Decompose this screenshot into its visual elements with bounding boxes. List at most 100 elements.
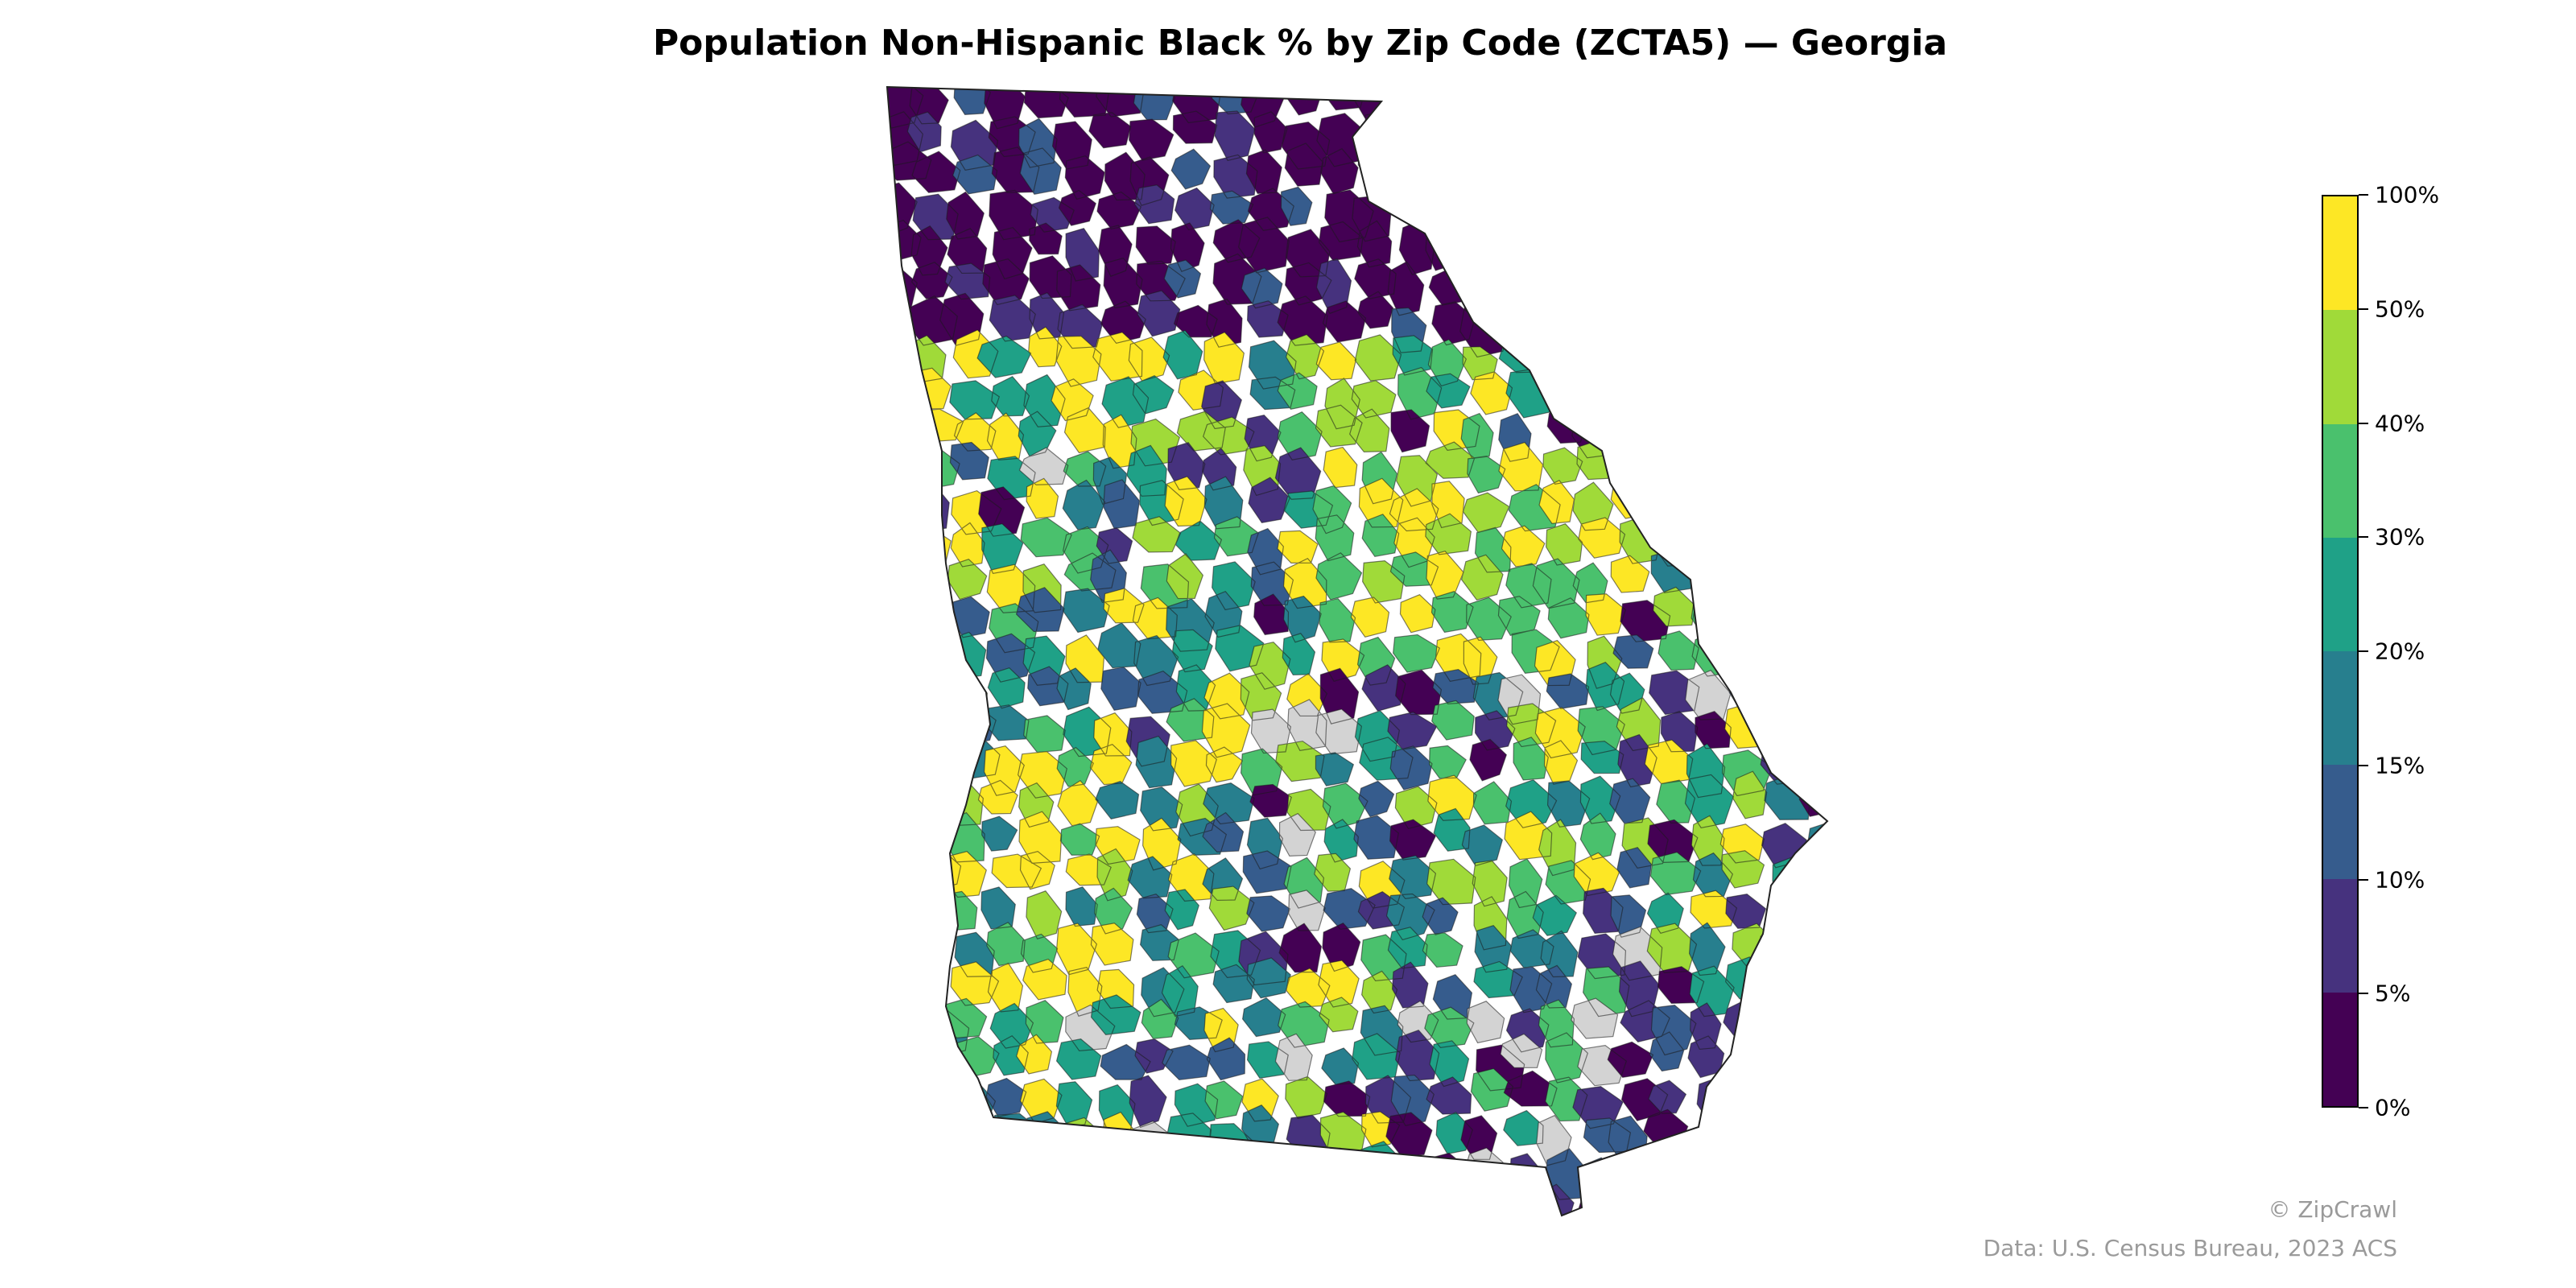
zip-region: [1721, 480, 1758, 530]
zip-boundary: [1354, 258, 1397, 299]
zip-region: [1729, 1080, 1777, 1129]
zip-region: [1352, 1033, 1401, 1080]
zip-boundary: [1722, 1111, 1760, 1154]
zip-region: [887, 964, 914, 1010]
zip-region: [1836, 307, 1873, 340]
zip-boundary: [1322, 300, 1367, 343]
zip-boundary: [1063, 526, 1109, 574]
zip-region: [1030, 292, 1064, 339]
zip-boundary: [887, 822, 912, 873]
zip-boundary: [1729, 1045, 1775, 1083]
zip-region: [1764, 1005, 1802, 1052]
zip-boundary: [1100, 1043, 1151, 1080]
zip-region: [1355, 334, 1402, 382]
zip-region: [1546, 266, 1589, 320]
zip-region: [1277, 530, 1318, 564]
zip-region: [1137, 894, 1174, 933]
zip-boundary: [906, 668, 959, 721]
zip-boundary: [1361, 1111, 1401, 1148]
zip-boundary: [1544, 217, 1582, 266]
zip-boundary: [1319, 667, 1360, 724]
zip-boundary: [1422, 932, 1463, 968]
zip-boundary: [1324, 378, 1360, 430]
zip-region: [1579, 179, 1620, 220]
state-outline: [886, 85, 1829, 1217]
zip-boundary: [1171, 629, 1213, 673]
zip-boundary: [1096, 87, 1145, 118]
zip-region: [915, 888, 955, 925]
zip-boundary: [1247, 188, 1294, 231]
zip-region: [1613, 634, 1653, 669]
zip-boundary: [1238, 931, 1289, 986]
zip-region: [1213, 964, 1255, 1003]
zip-boundary: [1801, 265, 1827, 315]
zip-boundary: [1426, 1076, 1472, 1115]
zip-boundary: [1312, 485, 1352, 535]
zip-boundary: [989, 1002, 1034, 1049]
colorbar-bin-6: [2323, 310, 2357, 424]
zip-boundary: [887, 486, 917, 524]
zip-region: [1427, 775, 1477, 821]
zip-region: [1548, 305, 1584, 350]
colorbar-tick-label: 30%: [2375, 523, 2425, 551]
zip-boundary: [1838, 487, 1877, 527]
zip-boundary: [1610, 555, 1650, 593]
zip-region: [1214, 516, 1259, 556]
zip-boundary: [1241, 997, 1286, 1038]
zip-region: [1091, 994, 1141, 1035]
zip-boundary: [1833, 675, 1868, 726]
zip-boundary: [984, 1147, 1029, 1195]
zip-region: [1134, 184, 1174, 224]
zip-region: [1834, 257, 1873, 296]
zip-region: [1316, 341, 1356, 380]
zip-boundary: [1470, 225, 1519, 267]
zip-boundary: [1547, 597, 1590, 639]
zip-boundary: [1651, 415, 1691, 461]
zip-boundary: [1395, 455, 1439, 507]
zip-boundary: [1460, 1115, 1498, 1160]
zip-boundary: [1650, 1004, 1697, 1056]
zip-region: [1387, 712, 1437, 749]
zip-region: [1732, 923, 1777, 966]
zip-boundary: [1611, 87, 1650, 138]
zip-region: [1213, 155, 1257, 199]
zip-boundary: [1732, 770, 1768, 819]
zip-boundary: [1166, 553, 1204, 600]
zip-region: [981, 523, 1023, 574]
zip-boundary: [1542, 447, 1583, 485]
zip-region: [887, 893, 912, 929]
zip-region: [1545, 1032, 1588, 1084]
zip-boundary: [1102, 414, 1137, 469]
zip-boundary: [1385, 1112, 1433, 1158]
zip-boundary: [951, 489, 1002, 535]
zip-boundary: [1319, 597, 1356, 643]
zip-boundary: [1141, 998, 1179, 1039]
zip-region: [1807, 1034, 1827, 1081]
zip-region: [1768, 299, 1818, 338]
zip-boundary: [982, 258, 1030, 306]
zip-boundary: [1103, 588, 1145, 624]
zip-boundary: [1104, 151, 1146, 201]
zip-region: [1578, 1188, 1618, 1216]
zip-boundary: [1719, 225, 1768, 275]
zip-region: [1321, 1047, 1359, 1085]
zip-boundary: [993, 1034, 1029, 1076]
zip-region: [1686, 224, 1732, 270]
zip-boundary: [1128, 336, 1170, 382]
zip-boundary: [1201, 703, 1251, 758]
zip-region: [951, 120, 998, 171]
zip-boundary: [1206, 298, 1243, 348]
zip-region: [1579, 340, 1628, 390]
zip-boundary: [1430, 590, 1474, 634]
zip-boundary: [1839, 971, 1878, 1018]
zip-boundary: [1023, 374, 1066, 427]
zip-boundary: [1274, 1033, 1313, 1081]
zip-boundary: [1096, 191, 1142, 229]
zip-boundary: [944, 262, 991, 300]
zip-region: [1168, 853, 1214, 902]
zip-region: [1548, 597, 1589, 638]
zip-boundary: [1468, 1192, 1509, 1216]
zip-region: [887, 487, 917, 523]
zip-boundary: [1719, 824, 1765, 864]
zip-region: [887, 1119, 916, 1162]
